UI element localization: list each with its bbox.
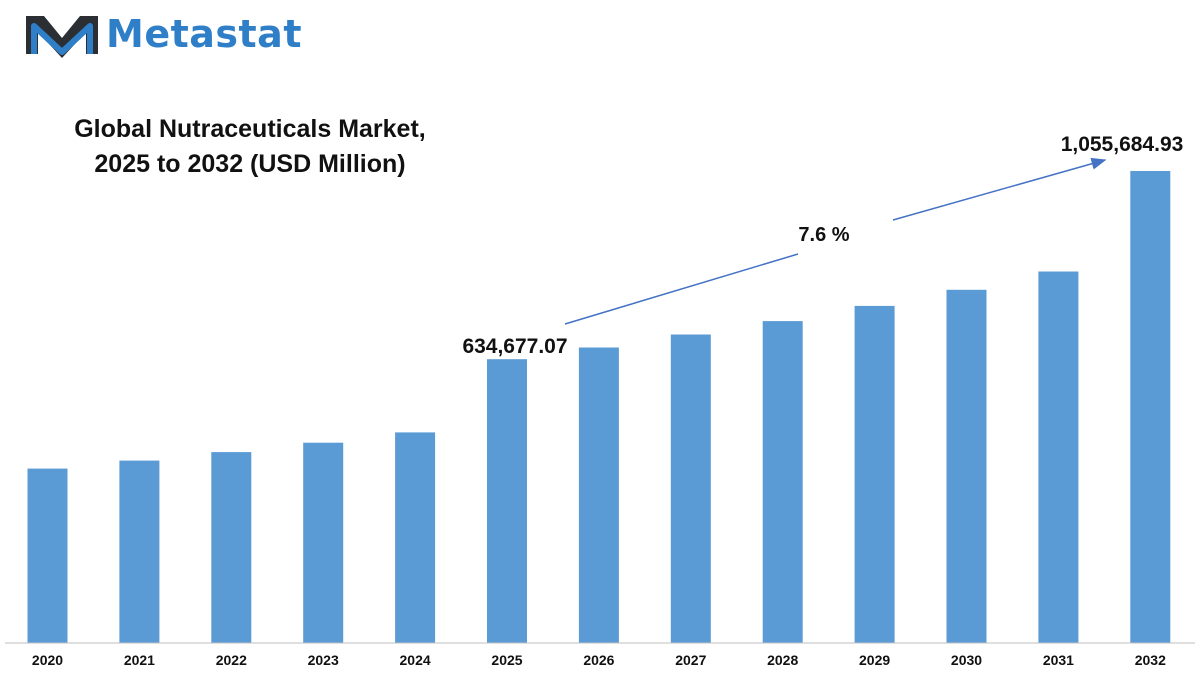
- x-tick-label-2020: 2020: [32, 652, 63, 668]
- annotation-value-2025: 634,677.07: [462, 335, 567, 358]
- bar-2029: [854, 305, 895, 643]
- metastat-logo: Metastat: [22, 8, 302, 60]
- x-tick-label-2027: 2027: [675, 652, 706, 668]
- bar-2026: [578, 347, 619, 643]
- x-tick-label-2023: 2023: [308, 652, 339, 668]
- bar-2025: [487, 359, 527, 643]
- bar-2027: [670, 334, 711, 643]
- growth-arrow-line-1: [564, 253, 799, 325]
- annotation-cagr: 7.6 %: [798, 224, 849, 246]
- bar-2024: [395, 432, 436, 643]
- metastat-logo-icon: [26, 16, 98, 58]
- metastat-logo-text: Metastat: [106, 12, 302, 56]
- annotation-value-2032: 1,055,684.93: [1061, 133, 1184, 156]
- x-tick-label-2025: 2025: [491, 652, 522, 668]
- bar-2023: [303, 442, 344, 643]
- x-tick-label-2032: 2032: [1135, 652, 1166, 668]
- x-tick-label-2030: 2030: [951, 652, 982, 668]
- x-tick-label-2024: 2024: [400, 652, 431, 668]
- x-tick-label-2026: 2026: [583, 652, 614, 668]
- bar-2022: [211, 452, 252, 643]
- chart-title: Global Nutraceuticals Market, 2025 to 20…: [40, 112, 460, 182]
- bar-2028: [762, 321, 803, 643]
- x-tick-label-2022: 2022: [216, 652, 247, 668]
- chart-title-line2: 2025 to 2032 (USD Million): [94, 150, 406, 178]
- growth-arrow-line-2: [892, 157, 1107, 221]
- bar-2021: [119, 460, 160, 643]
- x-tick-label-2029: 2029: [859, 652, 890, 668]
- bar-2032: [1130, 171, 1171, 643]
- x-tick-label-2028: 2028: [767, 652, 798, 668]
- chart-title-line1: Global Nutraceuticals Market,: [74, 115, 426, 143]
- bar-2030: [946, 289, 987, 643]
- x-tick-label-2021: 2021: [124, 652, 155, 668]
- x-tick-label-2031: 2031: [1043, 652, 1074, 668]
- bar-2020: [27, 468, 68, 643]
- bar-2031: [1038, 271, 1079, 643]
